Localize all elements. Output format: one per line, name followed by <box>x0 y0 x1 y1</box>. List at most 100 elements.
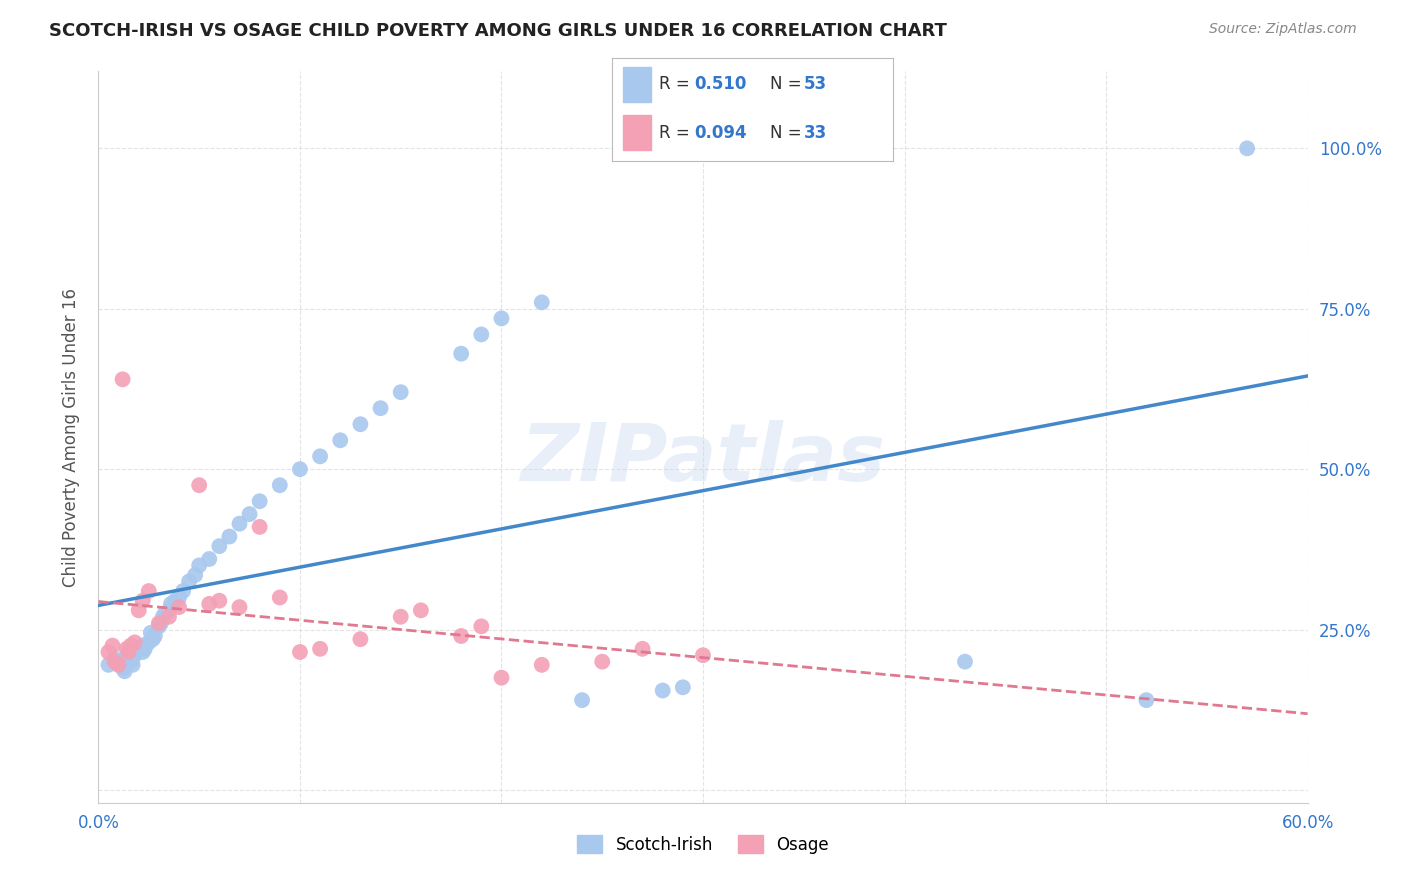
Point <box>370 401 392 416</box>
Point <box>153 607 176 621</box>
Point <box>188 478 211 492</box>
Point <box>208 539 231 553</box>
Point <box>672 681 695 695</box>
Point <box>953 655 976 669</box>
Point <box>142 632 165 647</box>
Point <box>167 591 190 605</box>
Point <box>115 641 138 656</box>
Point <box>111 661 134 675</box>
Text: 0.510: 0.510 <box>695 75 747 93</box>
Point <box>163 593 186 607</box>
Point <box>97 645 120 659</box>
Point <box>491 311 513 326</box>
Point <box>288 645 311 659</box>
Bar <box>623 115 651 150</box>
Point <box>120 655 142 669</box>
Point <box>530 295 553 310</box>
Point <box>651 683 673 698</box>
Point <box>152 609 174 624</box>
Point <box>179 574 201 589</box>
Point <box>228 516 250 531</box>
Point <box>134 641 156 656</box>
Point <box>349 632 371 647</box>
Point <box>309 450 332 464</box>
Point <box>692 648 714 663</box>
Legend: Scotch-Irish, Osage: Scotch-Irish, Osage <box>571 829 835 860</box>
Point <box>228 600 250 615</box>
Point <box>132 645 155 659</box>
Point <box>138 584 160 599</box>
Text: N =: N = <box>770 124 807 142</box>
Point <box>132 593 155 607</box>
Point <box>450 629 472 643</box>
Point <box>149 616 172 631</box>
Text: Source: ZipAtlas.com: Source: ZipAtlas.com <box>1209 22 1357 37</box>
Point <box>269 591 291 605</box>
Point <box>148 616 170 631</box>
Point <box>120 639 142 653</box>
Point <box>167 600 190 615</box>
Point <box>103 651 125 665</box>
Point <box>631 641 654 656</box>
Point <box>124 648 146 663</box>
Point <box>118 645 141 659</box>
Point <box>157 603 180 617</box>
Point <box>198 597 221 611</box>
Point <box>138 635 160 649</box>
Point <box>148 619 170 633</box>
Point <box>124 635 146 649</box>
Point <box>409 603 432 617</box>
Point <box>101 639 124 653</box>
Point <box>491 671 513 685</box>
Point <box>450 346 472 360</box>
Point <box>309 641 332 656</box>
Point <box>389 385 412 400</box>
Point <box>470 327 492 342</box>
Point <box>160 597 183 611</box>
Point <box>198 552 221 566</box>
Point <box>143 629 166 643</box>
Point <box>132 639 155 653</box>
Point <box>111 372 134 386</box>
Point <box>172 584 194 599</box>
Point <box>1135 693 1157 707</box>
Point <box>249 520 271 534</box>
Point <box>591 655 613 669</box>
Point <box>97 657 120 672</box>
Point <box>139 625 162 640</box>
Bar <box>623 67 651 102</box>
Point <box>218 529 240 543</box>
Point <box>530 657 553 672</box>
Point <box>128 641 150 656</box>
Text: SCOTCH-IRISH VS OSAGE CHILD POVERTY AMONG GIRLS UNDER 16 CORRELATION CHART: SCOTCH-IRISH VS OSAGE CHILD POVERTY AMON… <box>49 22 948 40</box>
Point <box>107 655 129 669</box>
Point <box>239 507 262 521</box>
Text: R =: R = <box>659 124 696 142</box>
Point <box>208 593 231 607</box>
Text: 53: 53 <box>804 75 827 93</box>
Point <box>288 462 311 476</box>
Point <box>470 619 492 633</box>
Point <box>184 568 207 582</box>
Point <box>188 558 211 573</box>
Point <box>349 417 371 432</box>
Point <box>389 609 412 624</box>
Point <box>571 693 593 707</box>
Text: ZIPatlas: ZIPatlas <box>520 420 886 498</box>
Point <box>269 478 291 492</box>
Text: R =: R = <box>659 75 696 93</box>
Point <box>329 434 352 448</box>
Point <box>121 657 143 672</box>
Point <box>157 609 180 624</box>
Point <box>114 665 136 679</box>
Point <box>249 494 271 508</box>
Y-axis label: Child Poverty Among Girls Under 16: Child Poverty Among Girls Under 16 <box>62 287 80 587</box>
Point <box>118 648 141 663</box>
Point <box>103 655 125 669</box>
Point <box>1236 141 1258 155</box>
Text: 0.094: 0.094 <box>695 124 747 142</box>
Point <box>107 657 129 672</box>
Point <box>128 603 150 617</box>
Point <box>118 645 141 659</box>
Text: N =: N = <box>770 75 807 93</box>
